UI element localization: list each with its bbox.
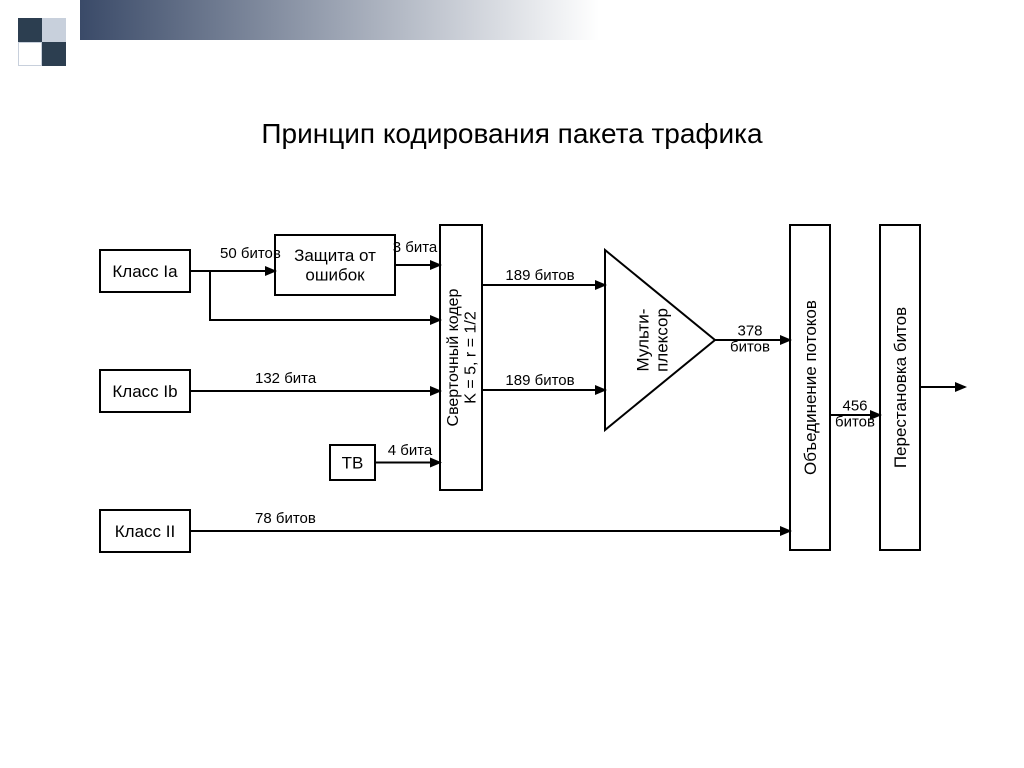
svg-text:378: 378 [737, 323, 762, 340]
svg-text:78 битов: 78 битов [255, 510, 316, 527]
svg-text:189 битов: 189 битов [505, 267, 574, 284]
svg-text:Защита от: Защита от [294, 246, 376, 265]
svg-text:Объединение потоков: Объединение потоков [801, 300, 820, 475]
svg-text:Мульти-: Мульти- [634, 309, 653, 372]
svg-text:K = 5, r = 1/2: K = 5, r = 1/2 [462, 311, 479, 404]
coding-diagram: Класс Ia Класс Ib Класс II Защита отошибок Т… [0, 0, 1024, 768]
svg-text:битов: битов [730, 338, 770, 355]
svg-text:189 битов: 189 битов [505, 372, 574, 389]
svg-text:456: 456 [842, 398, 867, 415]
svg-text:Класс Ib: Класс Ib [112, 382, 177, 401]
svg-text:3 бита: 3 бита [393, 239, 438, 256]
svg-text:Класс II: Класс II [115, 522, 175, 541]
svg-text:Сверточный кодер: Сверточный кодер [445, 288, 462, 426]
svg-text:битов: битов [835, 413, 875, 430]
svg-text:132 бита: 132 бита [255, 370, 317, 387]
svg-text:Перестановка битов: Перестановка битов [891, 307, 910, 468]
svg-text:ошибок: ошибок [305, 266, 365, 285]
svg-text:плексор: плексор [652, 308, 671, 372]
svg-text:4 бита: 4 бита [388, 442, 433, 459]
svg-text:ТВ: ТВ [342, 453, 364, 472]
svg-text:Класс Ia: Класс Ia [112, 262, 178, 281]
svg-text:50 битов: 50 битов [220, 245, 281, 262]
